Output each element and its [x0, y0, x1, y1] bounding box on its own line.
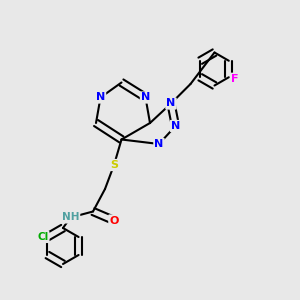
- Text: N: N: [154, 139, 164, 149]
- Text: F: F: [231, 74, 238, 84]
- Text: N: N: [171, 121, 180, 131]
- Text: O: O: [109, 215, 119, 226]
- Text: NH: NH: [62, 212, 79, 223]
- Text: N: N: [141, 92, 150, 103]
- Text: Cl: Cl: [37, 232, 49, 242]
- Text: N: N: [167, 98, 176, 109]
- Text: S: S: [110, 160, 118, 170]
- Text: N: N: [96, 92, 105, 103]
